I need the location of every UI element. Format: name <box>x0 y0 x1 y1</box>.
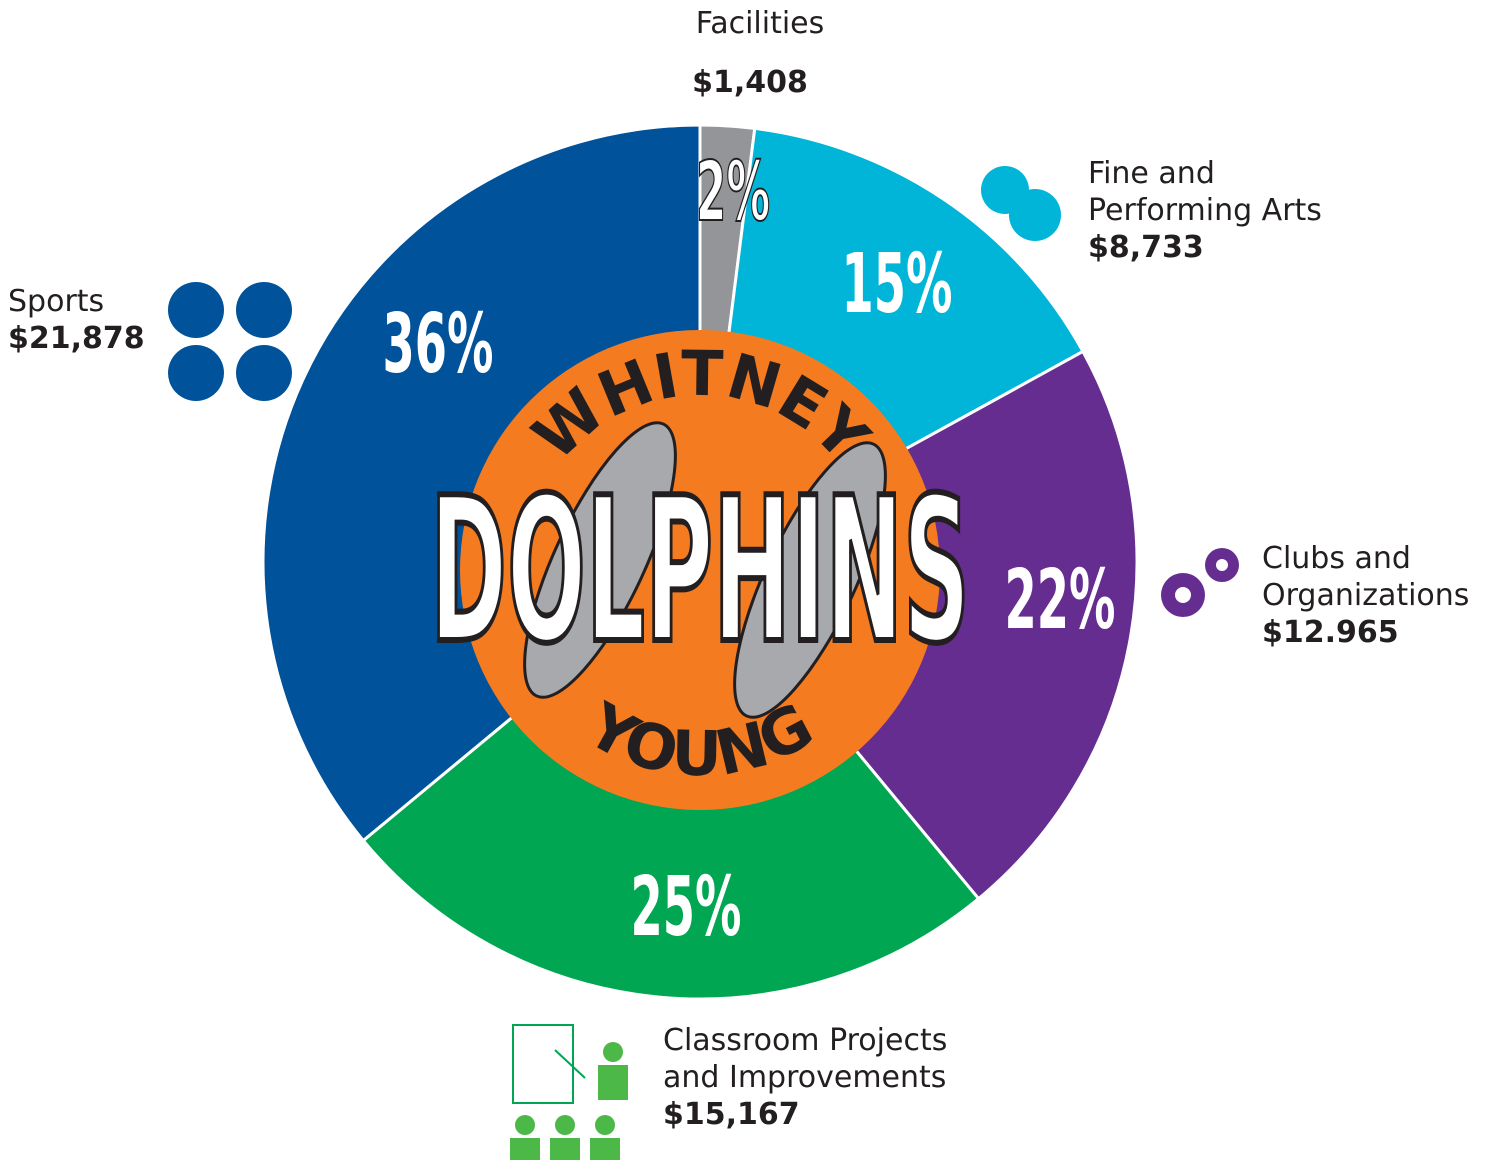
percent-label: 22% <box>1005 553 1116 648</box>
percent-label: 25% <box>631 860 742 955</box>
percent-label: 15% <box>842 237 953 332</box>
amount-label: $12.965 <box>1262 614 1492 651</box>
category-label: Sports$21,878 <box>8 283 178 357</box>
logo-middle: DOLPHINS <box>430 455 970 688</box>
sports-icon <box>168 282 292 401</box>
category-label: Classroom Projects and Improvements$15,1… <box>663 1022 975 1133</box>
amount-label: $21,878 <box>8 320 178 357</box>
category-label: Clubs and Organizations$12.965 <box>1262 540 1492 651</box>
percent-label: 2% <box>696 145 770 240</box>
amount-label: $15,167 <box>663 1096 975 1133</box>
classroom-icon <box>510 1025 628 1160</box>
amount-label: $1,408 <box>640 64 860 101</box>
category-label: Facilities <box>640 5 880 42</box>
percent-label: 36% <box>383 297 494 392</box>
amount-label: $8,733 <box>1088 229 1350 266</box>
page: WHITNEY YOUNG DOLPHINS 2%15%22%25%36% Fa… <box>0 0 1497 1160</box>
arts-icon <box>981 166 1061 241</box>
category-label: Fine and Performing Arts$8,733 <box>1088 155 1350 266</box>
clubs-icon <box>1161 548 1239 617</box>
